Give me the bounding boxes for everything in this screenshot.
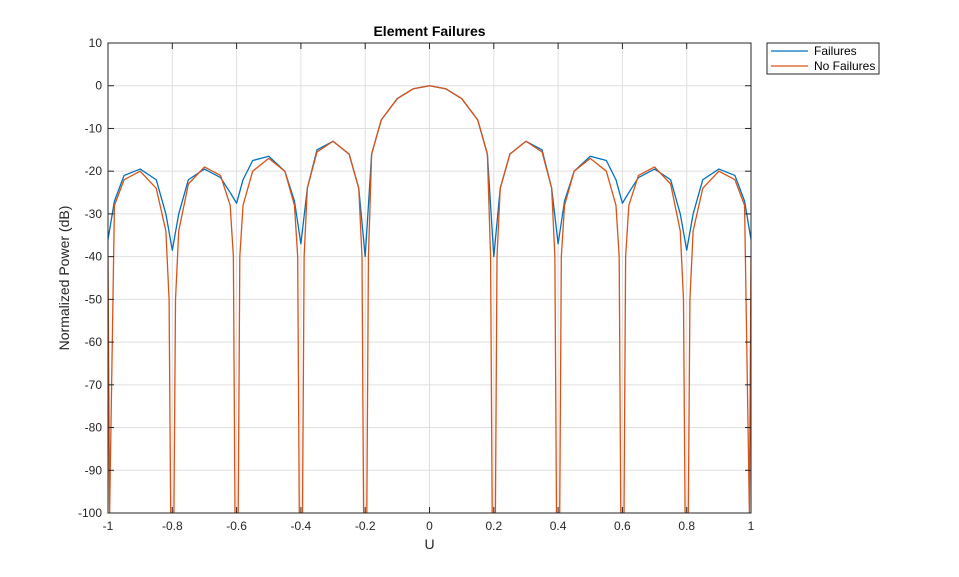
y-axis-label: Normalized Power (dB) xyxy=(56,206,72,351)
x-tick-label: 0.2 xyxy=(485,519,502,533)
y-tick-label: -80 xyxy=(85,421,103,435)
series-layer xyxy=(108,85,751,513)
x-tick-label: 0 xyxy=(426,519,433,533)
y-tick-label: -30 xyxy=(85,207,103,221)
legend-label-failures: Failures xyxy=(814,44,857,58)
legend-label-no-failures: No Failures xyxy=(814,59,875,73)
y-tick-label: -20 xyxy=(85,164,103,178)
y-tick-label: -60 xyxy=(85,335,103,349)
x-axis-label: U xyxy=(424,536,434,552)
x-tick-label: -1 xyxy=(103,519,114,533)
y-tick-label: -10 xyxy=(85,121,103,135)
y-tick-label: 10 xyxy=(89,36,103,50)
x-tick-label: 1 xyxy=(748,519,755,533)
y-tick-labels: 10 0 -10 -20 -30 -40 -50 -60 -70 -80 -90 -100 xyxy=(78,36,102,520)
y-tick-label: -100 xyxy=(78,506,102,520)
legend-box xyxy=(766,42,880,75)
x-tick-label: 0.4 xyxy=(550,519,567,533)
x-tick-label: 0.6 xyxy=(614,519,631,533)
y-tick-label: -40 xyxy=(85,250,103,264)
x-tick-label: 0.8 xyxy=(678,519,695,533)
series-line-no-failures xyxy=(108,85,751,513)
x-tick-label: -0.2 xyxy=(355,519,376,533)
x-tick-label: -0.4 xyxy=(291,519,312,533)
y-tick-label: -90 xyxy=(85,463,103,477)
y-tick-label: -70 xyxy=(85,378,103,392)
ticks xyxy=(107,42,752,514)
y-tick-label: 0 xyxy=(95,79,102,93)
chart-title: Element Failures xyxy=(373,23,485,39)
x-tick-label: -0.6 xyxy=(226,519,247,533)
legend[interactable]: Failures No Failures xyxy=(766,42,880,75)
x-tick-labels: -1 -0.8 -0.6 -0.4 -0.2 0 0.2 0.4 0.6 0.8 1 xyxy=(103,519,755,533)
y-tick-label: -50 xyxy=(85,292,103,306)
x-tick-label: -0.8 xyxy=(162,519,183,533)
